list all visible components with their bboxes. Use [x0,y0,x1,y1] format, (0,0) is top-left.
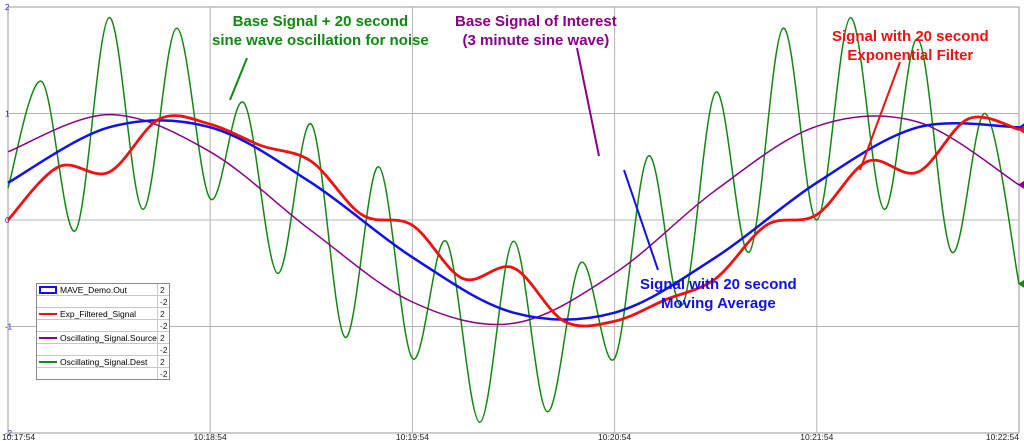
edge-marker [1018,125,1024,134]
legend-row: -2 [37,296,169,308]
y-tick-label: -2 [5,429,13,438]
x-tick-label: 10:22:54 [986,432,1019,441]
legend-scale-value: -2 [160,296,168,307]
annotation-text: Moving Average [660,295,776,312]
edge-marker [1018,180,1024,189]
legend-scale-value: -2 [160,344,168,355]
x-tick-label: 10:20:54 [598,432,631,441]
series-line-mave-demo-out [7,119,1020,321]
legend-swatch [39,336,57,339]
x-tick-label: 10:17:54 [2,432,35,441]
legend-swatch [39,312,57,315]
legend-series-name: MAVE_Demo.Out [60,284,127,295]
annotation-text: (3 minute sine wave) [462,32,610,49]
y-axis-labels: 2 1 0 -1 -2 [5,3,13,438]
legend-table: MAVE_Demo.Out 2 -2 Exp_Filtered_Signal 2 -2 Os… [36,283,170,380]
legend-name-cell: Exp_Filtered_Signal [37,308,158,319]
y-tick-label: 0 [5,216,10,225]
legend-name-cell [37,344,158,355]
legend-row: Oscillating_Signal.SourceB 2 [37,332,169,344]
legend-name-cell: MAVE_Demo.Out [37,284,158,295]
legend-scale-value: 2 [160,284,165,295]
legend-series-name: Exp_Filtered_Signal [60,308,137,319]
annotation-text: Signal with 20 second [832,28,989,45]
chart-grid [7,6,1020,434]
annotation-text: sine wave oscillation for noise [212,32,429,49]
legend-scale-value: 2 [160,308,165,319]
series-line-oscillating-signal-dest [7,16,1020,424]
legend-scale-value: 2 [160,356,165,367]
y-tick-label: -1 [5,323,13,332]
legend-name-cell [37,368,158,379]
legend-swatch [39,360,57,363]
legend-scale-value: -2 [160,368,168,379]
legend-name-cell: Oscillating_Signal.Dest [37,356,158,367]
legend-row: -2 [37,344,169,356]
annotation-text: Base Signal + 20 second [232,13,409,30]
red-annotation: Signal with 20 second Exponential Filter [832,27,989,65]
green-annotation: Base Signal + 20 second sine wave oscill… [212,12,429,50]
legend-row: Oscillating_Signal.Dest 2 [37,356,169,368]
series-line-oscillating-signal-sourceb [7,113,1020,326]
purple-annotation: Base Signal of Interest (3 minute sine w… [455,12,617,50]
x-tick-label: 10:19:54 [396,432,429,441]
annotation-text: Base Signal of Interest [455,13,617,30]
legend-name-cell [37,296,158,307]
edge-marker [1018,279,1024,288]
legend-row: MAVE_Demo.Out 2 [37,284,169,296]
chart-series [6,16,1020,424]
legend-scale-value: -2 [160,320,168,331]
series-line-exp-filtered-signal [6,114,1020,328]
legend-series-name: Oscillating_Signal.Dest [60,356,148,367]
y-tick-label: 2 [5,3,10,12]
legend-row: -2 [37,368,169,379]
legend-name-cell [37,320,158,331]
annotation-text: Signal with 20 second [640,276,797,293]
legend-series-name: Oscillating_Signal.SourceB [60,332,158,343]
legend-scale-value: 2 [160,332,165,343]
x-axis-labels: 10:17:54 10:18:54 10:19:54 10:20:54 10:21:54… [2,432,1019,441]
annotation-text: Exponential Filter [847,47,974,64]
legend-row: -2 [37,320,169,332]
blue-annotation: Signal with 20 second Moving Average [640,275,797,313]
legend-swatch [39,285,57,294]
y-tick-label: 1 [5,110,10,119]
legend-row: Exp_Filtered_Signal 2 [37,308,169,320]
edge-markers [1018,123,1024,288]
x-tick-label: 10:21:54 [800,432,833,441]
x-tick-label: 10:18:54 [194,432,227,441]
legend-name-cell: Oscillating_Signal.SourceB [37,332,158,343]
